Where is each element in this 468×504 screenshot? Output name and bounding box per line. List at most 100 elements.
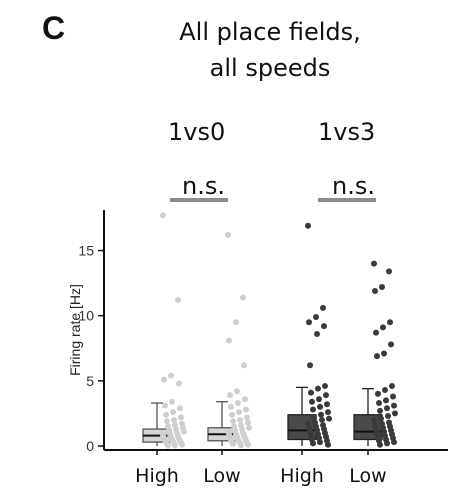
data-point <box>323 392 329 399</box>
data-point <box>243 406 249 413</box>
data-point <box>241 362 247 369</box>
x-tick-label: Low <box>349 465 386 487</box>
data-point <box>233 319 239 326</box>
data-point <box>313 314 319 321</box>
data-point <box>383 397 389 404</box>
comparison-label-1vs3: 1vs3 <box>318 118 376 146</box>
data-point <box>387 319 393 326</box>
data-point <box>181 428 187 435</box>
data-point <box>165 442 171 449</box>
data-point <box>377 441 383 448</box>
comparison-label-1vs0: 1vs0 <box>168 118 226 146</box>
data-point <box>235 400 241 407</box>
data-point <box>316 396 322 403</box>
data-point <box>314 330 320 337</box>
significance-label-1vs3: n.s. <box>332 172 375 200</box>
data-point <box>310 440 316 447</box>
data-point <box>318 411 324 418</box>
data-point <box>381 350 387 357</box>
y-tick-label: 15 <box>78 243 94 259</box>
data-point <box>384 405 390 412</box>
chart-title-line1: All place fields, <box>179 18 361 46</box>
data-point <box>172 442 178 449</box>
data-point <box>376 400 382 407</box>
data-point <box>309 398 315 405</box>
data-point <box>371 416 377 423</box>
data-point <box>307 362 313 369</box>
data-point <box>234 388 240 395</box>
data-point <box>310 406 316 413</box>
data-point <box>391 402 397 409</box>
data-point <box>225 231 231 238</box>
data-point <box>390 393 396 400</box>
data-point <box>162 402 168 409</box>
data-point <box>388 341 394 348</box>
data-point <box>374 353 380 360</box>
significance-bar-1vs3 <box>318 198 376 202</box>
data-point <box>325 441 331 448</box>
data-point <box>161 376 167 383</box>
significance-label-1vs0: n.s. <box>182 172 225 200</box>
data-point <box>238 442 244 449</box>
data-point <box>379 284 385 291</box>
data-point <box>246 424 252 431</box>
data-point <box>308 389 314 396</box>
data-point <box>179 441 185 448</box>
data-point <box>177 405 183 412</box>
data-point <box>324 401 330 408</box>
data-point <box>305 222 311 229</box>
data-point <box>325 409 331 416</box>
x-tick-label: Low <box>203 465 240 487</box>
data-point <box>326 415 332 422</box>
data-point <box>229 411 235 418</box>
data-point <box>385 413 391 420</box>
data-point <box>391 439 397 446</box>
y-axis-label: Firing rate [Hz] <box>67 284 83 376</box>
data-point <box>317 403 323 410</box>
data-point <box>226 337 232 344</box>
data-point <box>382 386 388 393</box>
data-point <box>227 392 233 399</box>
panel-label: C <box>42 10 66 46</box>
data-point <box>168 372 174 379</box>
data-point <box>228 403 234 410</box>
data-point <box>373 329 379 336</box>
data-point <box>386 268 392 275</box>
data-point <box>306 319 312 326</box>
data-point <box>240 294 246 301</box>
data-point <box>171 416 177 423</box>
y-tick-label: 5 <box>86 373 94 389</box>
data-point <box>375 390 381 397</box>
data-point <box>236 409 242 416</box>
data-point <box>163 411 169 418</box>
data-point <box>245 419 251 426</box>
data-point <box>169 398 175 405</box>
data-point <box>319 416 325 423</box>
data-point <box>315 385 321 392</box>
data-point <box>377 407 383 414</box>
data-point <box>322 383 328 390</box>
data-point <box>320 304 326 311</box>
data-point <box>389 383 395 390</box>
data-point <box>230 418 236 425</box>
data-point <box>176 380 182 387</box>
data-point <box>371 260 377 267</box>
y-tick-label: 10 <box>78 308 94 324</box>
data-point <box>378 415 384 422</box>
chart-title-line2: all speeds <box>209 54 331 82</box>
x-tick-label: High <box>135 465 179 487</box>
data-point <box>170 409 176 416</box>
data-point <box>372 287 378 294</box>
data-point <box>321 323 327 330</box>
data-point <box>245 441 251 448</box>
data-point <box>242 396 248 403</box>
data-point <box>164 418 170 425</box>
data-point <box>237 416 243 423</box>
data-point <box>160 212 166 219</box>
data-point <box>380 324 386 331</box>
y-tick-label: 0 <box>86 438 94 454</box>
data-point <box>392 410 398 417</box>
data-point <box>175 297 181 304</box>
significance-bar-1vs0 <box>170 198 228 202</box>
